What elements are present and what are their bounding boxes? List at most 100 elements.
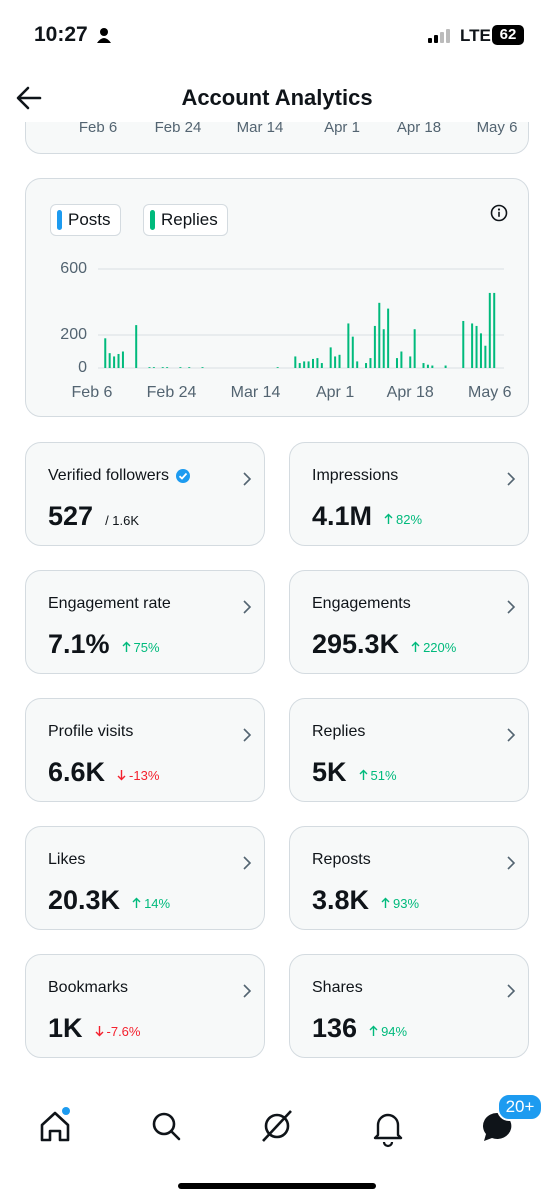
bar	[329, 347, 332, 368]
notification-badge: 20+	[497, 1093, 543, 1121]
y-tick-label: 600	[60, 260, 87, 277]
signal-icon	[428, 29, 450, 43]
trend-arrow-path	[122, 641, 131, 652]
activity-card: 0 200 600 Feb 6 Feb 24 Mar 14 Apr 1 Apr 18 May 6…	[25, 178, 529, 417]
metric-value-row: 5K 51%	[312, 757, 397, 788]
page-title: Account Analytics	[181, 85, 373, 110]
metric-card[interactable]: Reposts 3.8K 93%	[289, 826, 529, 930]
trend-arrow-path	[411, 641, 420, 652]
metric-change: -13%	[117, 768, 159, 783]
bar	[378, 302, 381, 368]
bar	[320, 363, 323, 368]
person-icon	[97, 28, 111, 43]
grok-tab[interactable]	[262, 1110, 292, 1142]
metric-value-row: 3.8K 93%	[312, 885, 419, 916]
metric-change-text: 75%	[133, 639, 160, 655]
metric-value: 20.3K	[48, 885, 121, 915]
bar	[152, 367, 155, 368]
trend-arrow-path	[384, 513, 393, 524]
metric-change-text: -13%	[129, 767, 160, 783]
home-indicator	[178, 1183, 376, 1189]
x-tick-label: Apr 1	[316, 384, 354, 401]
metric-change-text: 82%	[396, 511, 423, 527]
metric-label-text: Shares	[312, 979, 363, 996]
metric-card[interactable]: Shares 136 94%	[289, 954, 529, 1058]
status-time: 10:27	[34, 23, 88, 46]
chevron-path	[243, 728, 252, 742]
back-button[interactable]	[14, 84, 44, 112]
metric-value: 3.8K	[312, 885, 370, 915]
metric-card[interactable]: Verified followers 527 / 1.6K	[25, 442, 265, 546]
metric-label: Engagements	[312, 595, 411, 613]
chart: 0 200 600 Feb 6 Feb 24 Mar 14 Apr 1 Apr 18 May 6	[60, 260, 512, 401]
previous-x-label: Feb 24	[154, 122, 202, 136]
metric-label-text: Engagement rate	[48, 595, 171, 612]
bottom-nav	[40, 1107, 512, 1189]
metric-card[interactable]: Replies 5K 51%	[289, 698, 529, 802]
previous-x-label: Mar 14	[236, 122, 284, 136]
bar	[365, 363, 368, 368]
legend-label: Posts	[68, 210, 111, 229]
metric-card[interactable]: Engagements 295.3K 220%	[289, 570, 529, 674]
bar	[431, 365, 434, 368]
metric-label: Likes	[48, 851, 85, 869]
trend-arrow	[369, 1025, 378, 1036]
metric-change: 82%	[384, 512, 422, 527]
previous-x-label: Apr 1	[324, 122, 360, 136]
badge-check	[178, 472, 188, 480]
bar	[413, 329, 416, 368]
metric-label-text: Replies	[312, 723, 366, 740]
metric-change: 75%	[122, 640, 160, 655]
metric-card[interactable]: Bookmarks 1K -7.6%	[25, 954, 265, 1058]
metric-card[interactable]: Engagement rate 7.1% 75%	[25, 570, 265, 674]
metric-change: -7.6%	[95, 1024, 140, 1039]
bar	[382, 329, 385, 368]
trend-arrow	[132, 897, 141, 908]
chevron-path	[243, 856, 252, 870]
bar	[484, 345, 487, 368]
metric-label-text: Likes	[48, 851, 86, 868]
bar	[135, 325, 138, 368]
bar	[303, 361, 306, 368]
home-tab[interactable]	[40, 1107, 70, 1142]
chevron	[507, 472, 516, 486]
previous-x-label: May 6	[476, 122, 518, 136]
info-button[interactable]	[489, 203, 509, 223]
search-tab[interactable]	[152, 1112, 181, 1141]
metric-value-row: 136 94%	[312, 1013, 407, 1044]
metric-card[interactable]: Impressions 4.1M 82%	[289, 442, 529, 546]
notifications-tab[interactable]	[373, 1113, 403, 1148]
metric-card[interactable]: Likes 20.3K 14%	[25, 826, 265, 930]
chevron	[243, 600, 252, 614]
chevron	[507, 984, 516, 998]
badge-circle	[175, 469, 190, 483]
legend-label: Replies	[161, 210, 218, 229]
metric-value: 5K	[312, 757, 347, 787]
chevron-path	[243, 984, 252, 998]
chevron-path	[507, 600, 516, 614]
metric-change-text: 220%	[423, 639, 457, 655]
bar	[276, 367, 279, 368]
metric-value: 1K	[48, 1013, 83, 1043]
bar	[161, 367, 164, 368]
chevron	[243, 472, 252, 486]
trend-arrow	[384, 513, 393, 524]
metric-total: / 1.6K	[105, 513, 140, 528]
previous-card	[25, 122, 529, 154]
trend-arrow-path	[117, 770, 126, 781]
metric-value-row: 1K -7.6%	[48, 1013, 140, 1044]
chevron-path	[243, 472, 252, 486]
bar	[444, 365, 447, 368]
trend-arrow-path	[381, 897, 390, 908]
bar	[201, 367, 204, 368]
bar	[400, 351, 403, 368]
bar	[356, 361, 359, 368]
bar	[493, 292, 496, 368]
metric-value: 295.3K	[312, 629, 400, 659]
x-tick-label: May 6	[468, 384, 512, 401]
bar	[117, 353, 120, 368]
metric-label: Profile visits	[48, 723, 133, 741]
bar	[462, 320, 465, 368]
metric-card[interactable]: Profile visits 6.6K -13%	[25, 698, 265, 802]
